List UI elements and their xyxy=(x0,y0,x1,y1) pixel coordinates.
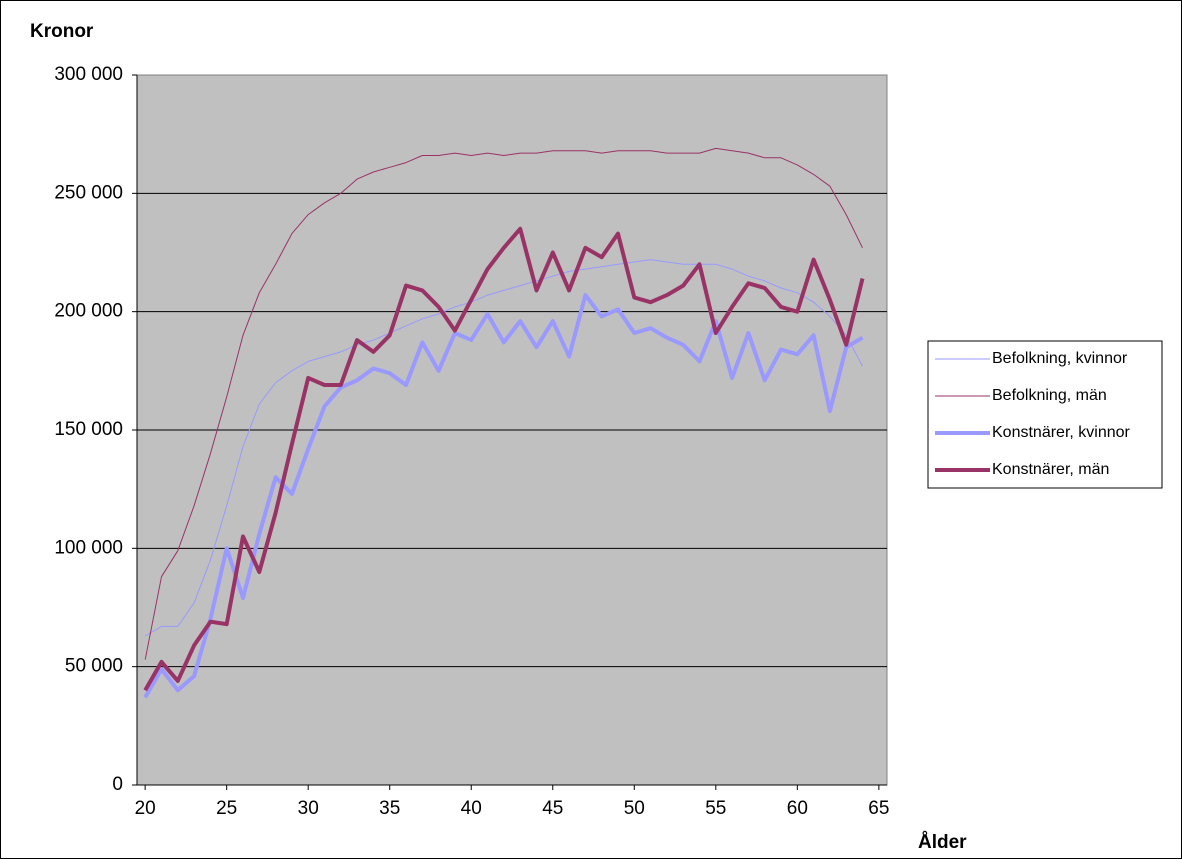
y-tick-label: 0 xyxy=(112,774,123,795)
y-tick-label: 50 000 xyxy=(65,656,123,677)
x-tick-label: 65 xyxy=(868,798,889,819)
series-line xyxy=(143,226,865,692)
y-axis-label: Kronor xyxy=(30,21,94,42)
x-tick-label: 30 xyxy=(298,798,319,819)
x-tick-label: 35 xyxy=(379,798,400,819)
x-tick-label: 45 xyxy=(542,798,563,819)
series-line xyxy=(143,293,864,699)
y-tick-label: 200 000 xyxy=(54,301,123,322)
legend-entries: Befolkning, kvinnor Befolkning, män Konstn… xyxy=(935,350,1131,478)
x-tick-label: 20 xyxy=(135,798,156,819)
x-tick-label: 50 xyxy=(624,798,645,819)
series-line xyxy=(144,259,863,637)
legend-label: Konstnärer, män xyxy=(992,461,1109,478)
x-tick-label: 40 xyxy=(461,798,482,819)
x-tick-label: 60 xyxy=(787,798,808,819)
series-line xyxy=(144,147,863,660)
legend-label: Befolkning, män xyxy=(992,387,1107,404)
legend xyxy=(927,340,1163,489)
y-tick-label: 100 000 xyxy=(54,537,123,558)
y-tick-label: 300 000 xyxy=(54,64,123,85)
legend-label: Befolkning, kvinnor xyxy=(992,350,1128,367)
y-tick-label: 150 000 xyxy=(54,419,123,440)
y-tick-label: 250 000 xyxy=(54,182,123,203)
legend-label: Konstnärer, kvinnor xyxy=(992,424,1131,441)
x-tick-label: 25 xyxy=(216,798,237,819)
x-axis-label: Ålder xyxy=(918,832,967,853)
x-tick-label: 55 xyxy=(705,798,726,819)
